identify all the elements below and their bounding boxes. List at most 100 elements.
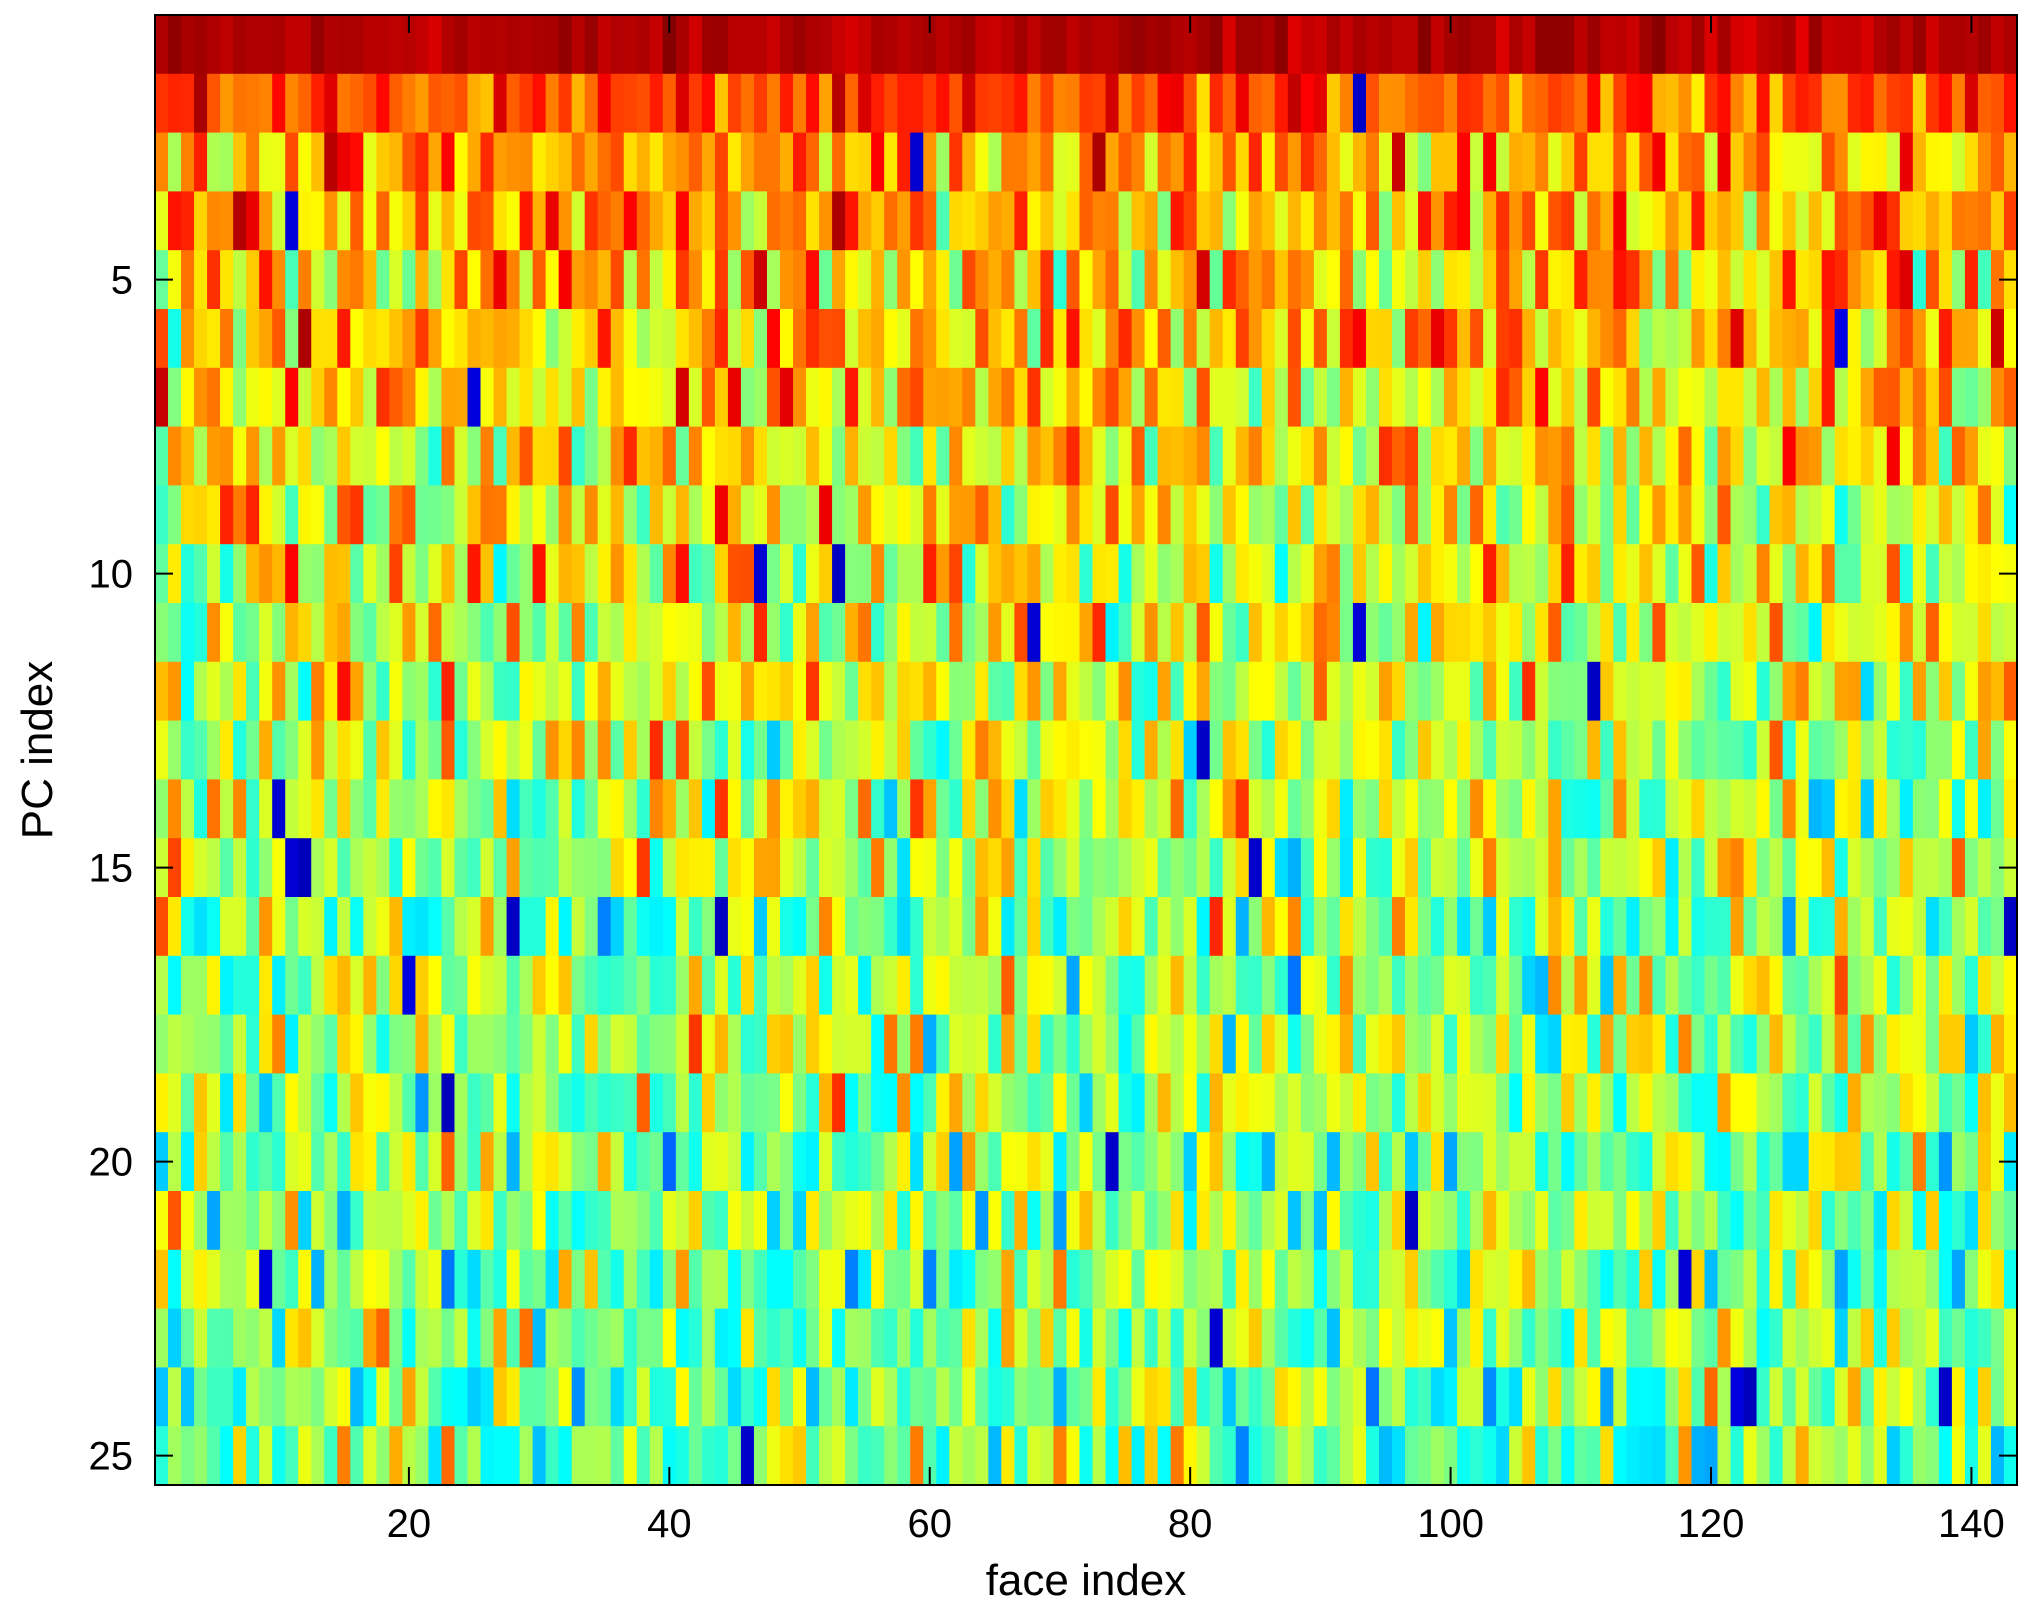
heatmap-cell <box>1860 15 1875 75</box>
heatmap-cell <box>272 73 286 134</box>
heatmap-cell <box>1899 309 1914 369</box>
heatmap-cell <box>910 838 924 898</box>
heatmap-cell <box>597 1073 612 1133</box>
heatmap-cell <box>1795 309 1810 369</box>
heatmap-cell <box>1196 73 1211 134</box>
heatmap-cell <box>1118 1191 1133 1251</box>
heatmap-cell <box>1196 897 1211 957</box>
heatmap-cell <box>1014 73 1028 134</box>
heatmap-cell <box>1066 191 1081 251</box>
heatmap-cell <box>376 485 390 545</box>
heatmap-cell <box>740 1426 755 1486</box>
heatmap-cell <box>298 191 312 251</box>
heatmap-cell <box>1300 897 1315 957</box>
heatmap-cell <box>168 1191 182 1251</box>
heatmap-cell <box>1092 367 1107 428</box>
heatmap-cell <box>207 309 221 369</box>
heatmap-cell <box>806 309 820 369</box>
heatmap-cell <box>1483 1249 1497 1310</box>
heatmap-cell <box>871 1191 885 1251</box>
heatmap-cell <box>233 485 247 545</box>
heatmap-cell <box>1613 720 1627 780</box>
heatmap-cell <box>1339 191 1354 251</box>
heatmap-cell <box>1717 1073 1732 1133</box>
heatmap-cell <box>1457 73 1471 134</box>
heatmap-cell <box>1365 544 1380 604</box>
heatmap-cell <box>1144 1191 1159 1251</box>
heatmap-cell <box>1639 1308 1654 1368</box>
heatmap-cell <box>1951 1249 1966 1310</box>
heatmap-cell <box>1365 1073 1380 1133</box>
heatmap-cell <box>884 955 898 1016</box>
heatmap-cell <box>1717 485 1732 545</box>
heatmap-cell <box>897 309 911 369</box>
heatmap-cell <box>1990 1367 2005 1427</box>
heatmap-cell <box>1860 485 1875 545</box>
heatmap-cell <box>1522 250 1536 310</box>
heatmap-cell <box>1339 779 1354 839</box>
heatmap-cell <box>532 250 547 310</box>
heatmap-cell <box>1665 1308 1680 1368</box>
heatmap-cell <box>1509 1132 1523 1192</box>
heatmap-cell <box>311 1426 325 1486</box>
heatmap-cell <box>324 603 338 663</box>
heatmap-cell <box>910 1249 924 1310</box>
heatmap-cell <box>740 250 755 310</box>
heatmap-cell <box>962 1191 976 1251</box>
heatmap-cell <box>1639 250 1654 310</box>
heatmap-cell <box>181 1249 195 1310</box>
heatmap-cell <box>1209 426 1224 486</box>
heatmap-cell <box>1834 955 1849 1016</box>
heatmap-cell <box>1977 485 1992 545</box>
heatmap-cell <box>1769 1014 1784 1074</box>
heatmap-cell <box>350 426 364 486</box>
heatmap-cell <box>1899 1132 1914 1192</box>
heatmap-cell <box>1196 955 1211 1016</box>
heatmap-cell <box>493 544 508 604</box>
heatmap-cell <box>1704 1426 1719 1486</box>
heatmap-cell <box>1365 1308 1380 1368</box>
heatmap-cell <box>910 661 924 722</box>
heatmap-cell <box>1626 1191 1640 1251</box>
heatmap-cell <box>259 1308 273 1368</box>
heatmap-cell <box>363 955 377 1016</box>
heatmap-cell <box>623 838 638 898</box>
heatmap-cell <box>1235 1249 1250 1310</box>
heatmap-cell <box>1261 73 1276 134</box>
heatmap-cell <box>688 367 703 428</box>
heatmap-cell <box>363 1367 377 1427</box>
heatmap-cell <box>1326 132 1341 192</box>
heatmap-cell <box>519 661 534 722</box>
heatmap-cell <box>753 1073 768 1133</box>
heatmap-cell <box>1261 250 1276 310</box>
heatmap-cell <box>285 544 299 604</box>
heatmap-cell <box>662 544 677 604</box>
heatmap-cell <box>1365 15 1380 75</box>
heatmap-cell <box>871 309 885 369</box>
heatmap-cell <box>845 720 859 780</box>
heatmap-cell <box>1899 73 1914 134</box>
heatmap-cell <box>1496 15 1510 75</box>
heatmap-cell <box>389 897 403 957</box>
heatmap-cell <box>766 955 781 1016</box>
heatmap-cell <box>1990 838 2005 898</box>
heatmap-cell <box>363 838 377 898</box>
heatmap-cell <box>1431 485 1445 545</box>
heatmap-cell <box>727 1249 742 1310</box>
heatmap-cell <box>1548 191 1562 251</box>
heatmap-cell <box>272 955 286 1016</box>
heatmap-cell <box>493 485 508 545</box>
heatmap-cell <box>636 720 651 780</box>
heatmap-cell <box>467 1073 482 1133</box>
heatmap-cell <box>1964 191 1979 251</box>
heatmap-cell <box>1352 838 1367 898</box>
heatmap-cell <box>597 485 612 545</box>
heatmap-cell <box>1561 15 1575 75</box>
heatmap-cell <box>975 1014 989 1074</box>
heatmap-cell <box>1977 1367 1992 1427</box>
heatmap-cell <box>220 132 234 192</box>
heatmap-cell <box>793 1132 807 1192</box>
heatmap-cell <box>1222 1249 1237 1310</box>
heatmap-cell <box>1196 603 1211 663</box>
heatmap-cell <box>1066 73 1081 134</box>
